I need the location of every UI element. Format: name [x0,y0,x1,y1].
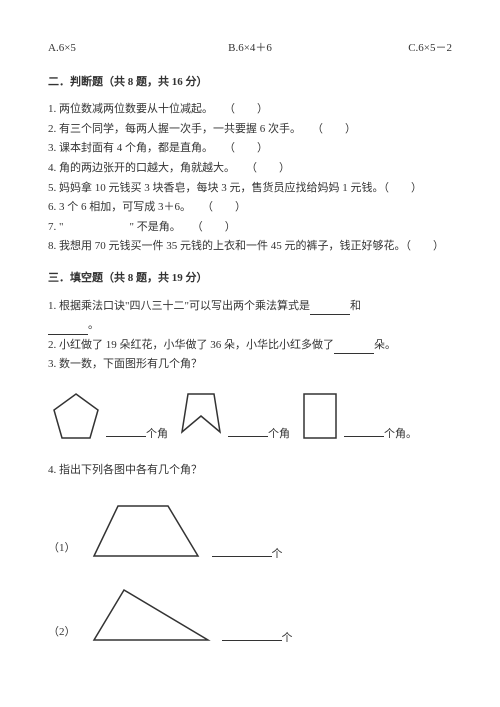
concave-icon [176,388,226,444]
option-c: C.6×5－2 [317,40,452,58]
sub-q1-num: （1） [48,540,76,558]
option-b: B.6×4＋6 [183,40,318,58]
section-3-title: 三．填空题（共 8 题，共 19 分） [48,270,452,288]
s2-q5: 5. 妈妈拿 10 元钱买 3 块香皂，每块 3 元，售货员应找给妈妈 1 元钱… [48,180,452,198]
s2-q8: 8. 我想用 70 元钱买一件 35 元钱的上衣和一件 45 元的裤子，钱正好够… [48,238,452,256]
unit-text: 个 [272,546,283,564]
sub-q1: （1） 个 [48,498,452,564]
options-row: A.6×5 B.6×4＋6 C.6×5－2 [48,40,452,58]
s3-q2: 2. 小红做了 19 朵红花，小华做了 36 朵，小华比小红多做了 朵。 [48,337,452,355]
sub-q1-label: 个 [212,545,283,564]
label-text: 个角。 [384,426,417,444]
sub-q2-label: 个 [222,629,293,648]
shape-label-1: 个角 [106,425,168,444]
s3-q1-mid: 和 [350,300,361,312]
blank [222,629,282,641]
s3-q1-line2: 。 [48,317,452,335]
label-text: 个角 [146,426,168,444]
s2-q6: 6. 3 个 6 相加，可写成 3＋6。 （ ） [48,199,452,217]
section-2-title: 二．判断题（共 8 题，共 16 分） [48,74,452,92]
option-a: A.6×5 [48,40,183,58]
s3-q4: 4. 指出下列各图中各有几个角？ [48,462,452,480]
blank [310,303,350,315]
pentagon-icon [48,388,104,444]
s3-q1-end: 。 [88,319,99,331]
blank [344,425,384,437]
shape-label-2: 个角 [228,425,290,444]
s3-q2-pre: 2. 小红做了 19 朵红花，小华做了 36 朵，小华比小红多做了 [48,339,334,351]
shape-rectangle: 个角。 [298,388,417,444]
s2-q4: 4. 角的两边张开的口越大，角就越大。 （ ） [48,160,452,178]
blank [334,342,374,354]
blank [228,425,268,437]
blank [212,545,272,557]
s2-q7: 7. " " 不是角。 （ ） [48,219,452,237]
s3-q2-end: 朵。 [374,339,396,351]
s3-q3: 3. 数一数，下面图形有几个角？ [48,356,452,374]
s2-q1: 1. 两位数减两位数要从十位减起。 （ ） [48,101,452,119]
sub-q2-num: （2） [48,624,76,642]
trapezoid-icon [86,498,206,564]
sub-q2: （2） 个 [48,582,452,648]
s2-q3: 3. 课本封面有 4 个角，都是直角。 （ ） [48,140,452,158]
triangle-icon [86,582,216,648]
s2-q2: 2. 有三个同学，每两人握一次手，一共要握 6 次手。 （ ） [48,121,452,139]
rectangle-icon [298,388,342,444]
s3-q1: 1. 根据乘法口诀"四八三十二"可以写出两个乘法算式是 和 [48,298,452,316]
shape-label-3: 个角。 [344,425,417,444]
blank [106,425,146,437]
label-text: 个角 [268,426,290,444]
shape-arrow: 个角 [176,388,290,444]
s3-q1-pre: 1. 根据乘法口诀"四八三十二"可以写出两个乘法算式是 [48,300,310,312]
blank [48,323,88,335]
shapes-row: 个角 个角 个角。 [48,388,452,444]
section-2-body: 1. 两位数减两位数要从十位减起。 （ ） 2. 有三个同学，每两人握一次手，一… [48,101,452,256]
shape-pentagon: 个角 [48,388,168,444]
unit-text: 个 [282,630,293,648]
